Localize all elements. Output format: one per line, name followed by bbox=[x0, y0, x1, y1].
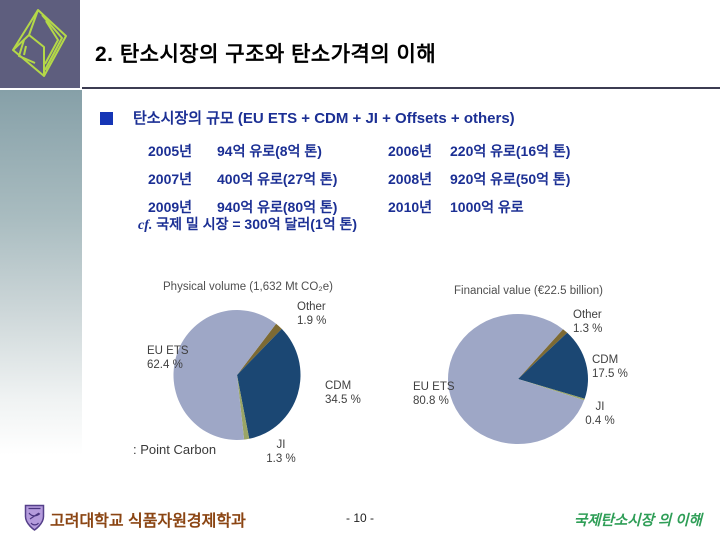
pie-slice-other bbox=[237, 323, 282, 375]
table-cell-year: 2008년 bbox=[388, 171, 433, 187]
cf-note: cf. 국제 밀 시장 = 300억 달러(1억 톤) bbox=[138, 214, 357, 234]
chart-title: Financial value (€22.5 billion) bbox=[454, 285, 603, 297]
slice-label-ji: JI 0.4 % bbox=[585, 401, 615, 427]
left-accent-band bbox=[0, 90, 82, 455]
table-cell-year: 2010년 bbox=[388, 199, 433, 215]
section-heading: 탄소시장의 규모 (EU ETS + CDM + JI + Offsets + … bbox=[133, 110, 515, 127]
table-cell-value: 940억 유로(80억 톤) bbox=[217, 199, 338, 215]
table-cell-year: 2009년 bbox=[148, 199, 193, 215]
slice-label-other: Other 1.9 % bbox=[297, 301, 327, 327]
slice-label-cdm: CDM 17.5 % bbox=[592, 354, 628, 380]
chart-source-note: : Point Carbon bbox=[133, 442, 217, 457]
table-cell-value: 94억 유로(8억 톤) bbox=[217, 143, 322, 159]
university-emblem-icon bbox=[0, 0, 80, 88]
slice-label-cdm: CDM 34.5 % bbox=[325, 380, 361, 406]
pie-slice-cdm bbox=[518, 332, 588, 399]
pie-physical-volume bbox=[173, 309, 301, 440]
pie-slice-eu-ets bbox=[448, 314, 585, 445]
table-cell-year: 2006년 bbox=[388, 143, 433, 159]
table-cell-value: 920억 유로(50억 톤) bbox=[450, 171, 571, 187]
table-cell-year: 2005년 bbox=[148, 143, 193, 159]
pie-slice-other bbox=[518, 329, 568, 379]
slice-label-other: Other 1.3 % bbox=[573, 309, 603, 335]
slice-label-ji: JI 1.3 % bbox=[266, 439, 296, 465]
footer-course-title: 국제탄소시장 의 이해 bbox=[573, 513, 702, 529]
pie-financial-value bbox=[448, 314, 588, 445]
title-divider bbox=[82, 87, 720, 89]
slice-label-eu-ets: EU ETS 80.8 % bbox=[413, 381, 455, 407]
page-title: 2. 탄소시장의 구조와 탄소가격의 이해 bbox=[95, 43, 437, 66]
table-cell-value: 400억 유로(27억 톤) bbox=[217, 171, 338, 187]
ku-shield-icon bbox=[24, 504, 45, 537]
pie-slice-cdm bbox=[237, 328, 301, 439]
cf-note-text: 국제 밀 시장 = 300억 달러(1억 톤) bbox=[152, 216, 358, 232]
slice-label-eu-ets: EU ETS 62.4 % bbox=[147, 345, 189, 371]
footer-affiliation: 고려대학교 식품자원경제학과 bbox=[50, 513, 246, 530]
pie-slice-ji bbox=[237, 375, 250, 440]
pie-slice-ji bbox=[518, 379, 585, 401]
bullet-square-icon bbox=[100, 112, 113, 125]
table-cell-year: 2007년 bbox=[148, 171, 193, 187]
pie-slice-eu-ets bbox=[173, 309, 277, 440]
chart-title: Physical volume (1,632 Mt CO₂e) bbox=[163, 281, 333, 293]
table-cell-value: 220억 유로(16억 톤) bbox=[450, 143, 571, 159]
page-number: - 10 - bbox=[345, 511, 374, 525]
emblem-line-art bbox=[12, 9, 67, 77]
table-cell-value: 1000억 유로 bbox=[450, 199, 524, 215]
cf-note-prefix: cf. bbox=[138, 218, 153, 233]
